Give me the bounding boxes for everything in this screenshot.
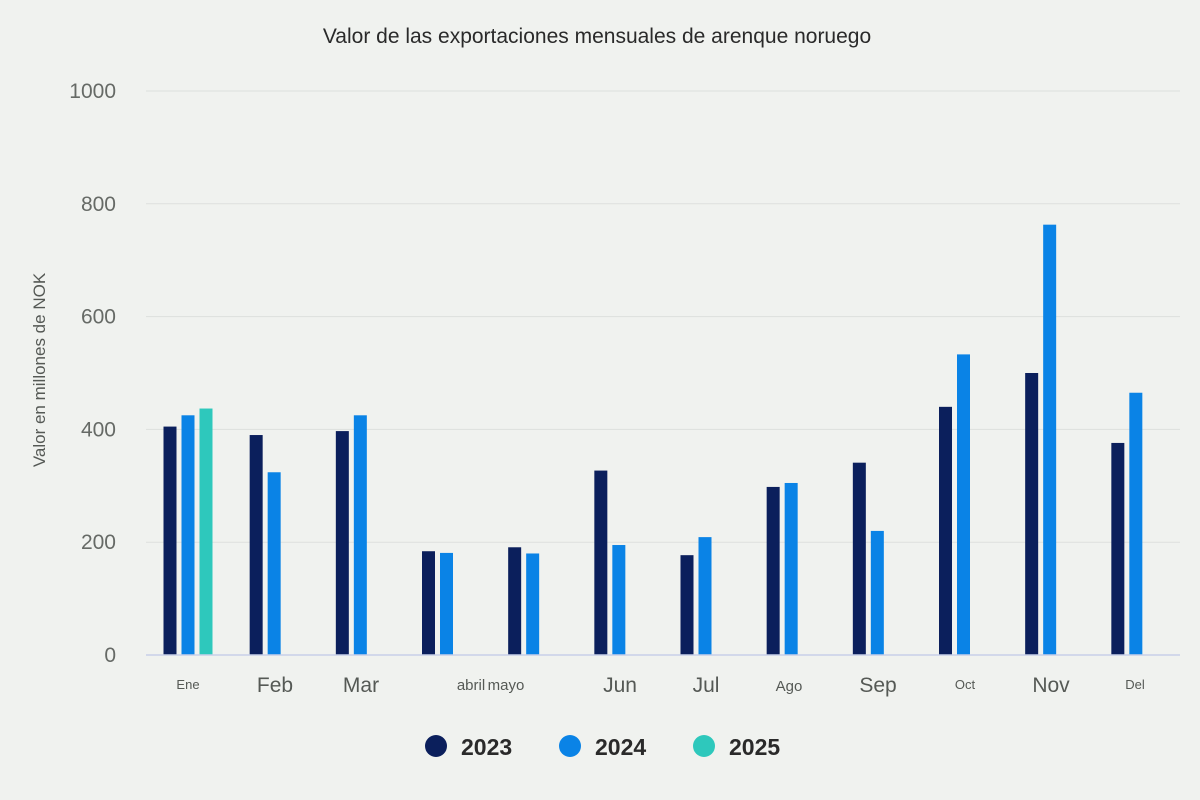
bar-2024-Del [1129,392,1143,655]
bar-2023-Oct [939,406,952,655]
legend-swatch [693,735,715,757]
x-tick-label: Del [1125,677,1145,692]
x-tick-label: Feb [257,674,293,697]
y-tick-label: 800 [81,193,116,216]
x-tick-label: Sep [859,674,896,697]
bar-2024-Ago [784,482,798,655]
x-tick-label: Ago [776,678,803,695]
y-tick-label: 600 [81,306,116,329]
bar-2024-Sep [870,530,884,655]
bar-2024-mayo [526,553,540,655]
legend-label: 2023 [461,734,512,760]
legend-item-2025[interactable]: 2025 [693,734,780,760]
y-tick-label: 400 [81,418,116,441]
bars [163,224,1143,655]
legend: 2023 2024 2025 [425,734,780,760]
bar-2024-Oct [957,354,970,655]
x-axis-ticks: Ene Feb Mar abril mayo Jun Jul Ago Sep Oct Nov Del [176,674,1144,697]
bar-2023-Jun [594,470,608,655]
bar-2023-Ene [163,426,177,655]
legend-item-2023[interactable]: 2023 [425,734,512,760]
x-tick-label: Oct [955,677,976,692]
bar-2024-Mar [353,415,367,655]
legend-label: 2024 [595,734,646,760]
chart-title: Valor de las exportaciones mensuales de … [323,25,871,48]
x-tick-label: mayo [488,677,525,694]
bar-2023-Mar [335,431,349,655]
y-tick-label: 1000 [69,80,116,103]
bar-2023-mayo [508,547,522,655]
bar-2024-Jun [612,545,626,655]
gridlines [146,90,1180,543]
bar-2023-Nov [1025,373,1039,655]
x-tick-label: Jun [603,674,637,697]
x-tick-label: abril [457,677,485,694]
bar-2024-abril [440,552,453,655]
x-tick-label: Mar [343,674,379,697]
legend-swatch [425,735,447,757]
bar-2023-Sep [852,462,866,655]
y-tick-label: 200 [81,531,116,554]
bar-2024-Jul [698,537,712,655]
bar-2024-Ene [181,415,195,655]
x-tick-label: Jul [693,674,720,697]
x-tick-label: Ene [176,677,199,692]
bar-2024-Nov [1043,224,1057,655]
legend-swatch [559,735,581,757]
bar-2025-Ene [199,408,213,655]
legend-item-2024[interactable]: 2024 [559,734,646,760]
y-axis-ticks: 0 200 400 600 800 1000 [69,80,116,667]
bar-2023-Feb [249,435,263,655]
y-tick-label: 0 [104,644,116,667]
bar-2023-abril [422,551,435,655]
legend-label: 2025 [729,734,780,760]
bar-2023-Jul [680,555,694,655]
x-tick-label: Nov [1032,674,1070,697]
bar-2024-Feb [267,472,281,655]
y-axis-label: Valor en millones de NOK [30,272,49,467]
bar-2023-Ago [766,486,780,655]
bar-2023-Del [1111,442,1125,655]
